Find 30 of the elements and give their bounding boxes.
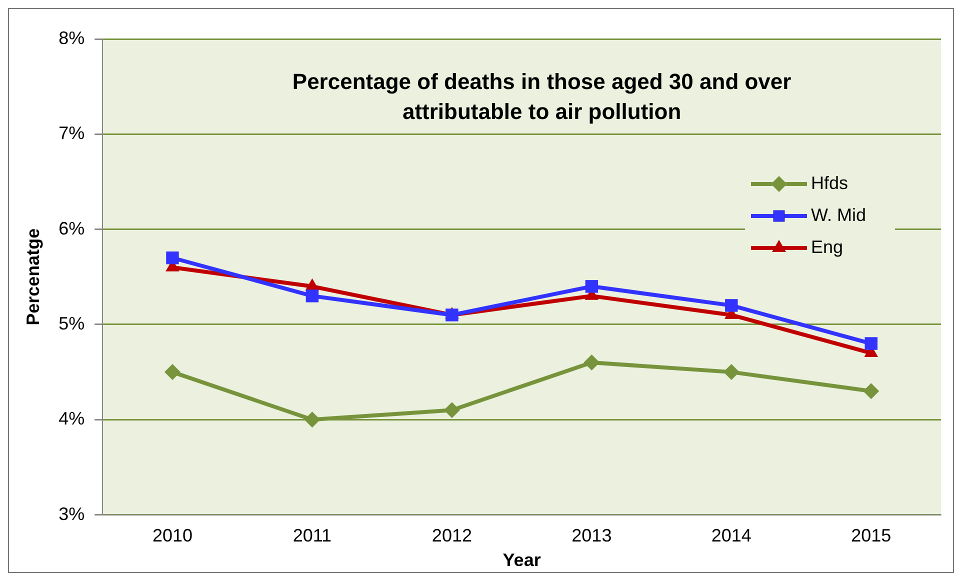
point: [585, 280, 598, 293]
y-tick-label: 8%: [58, 28, 85, 48]
point: [304, 412, 320, 428]
y-tick-label: 7%: [58, 123, 85, 144]
y-axis-title: Percenatge: [22, 228, 43, 326]
point: [446, 308, 458, 322]
x-tick-label: 2012: [432, 526, 472, 546]
point: [166, 252, 179, 264]
x-tick-label: 2014: [711, 526, 752, 546]
x-tick-label: 2010: [152, 526, 193, 546]
point: [306, 290, 319, 302]
legend-label: Eng: [811, 236, 844, 257]
legend-label: Hfds: [811, 172, 848, 193]
y-tick-label: 4%: [58, 408, 85, 429]
y-tick-label: 6%: [58, 218, 85, 238]
point: [164, 364, 180, 380]
x-axis-title: Year: [502, 550, 541, 570]
text: Percentage of deaths in those aged 30 and over attributable to air pollution: [292, 69, 792, 124]
point: [444, 402, 460, 418]
point: [584, 354, 600, 371]
x-tick-label: 2011: [292, 526, 332, 546]
y-tick-label: 5%: [58, 313, 85, 334]
point: [863, 383, 880, 400]
x-tick-label: 2015: [851, 526, 892, 546]
x-tick-label: 2013: [572, 526, 612, 546]
point: [864, 337, 878, 350]
point: [725, 299, 738, 312]
legend-label: W. Mid: [811, 204, 866, 225]
y-tick-label: 3%: [58, 504, 85, 524]
point: [723, 364, 740, 380]
